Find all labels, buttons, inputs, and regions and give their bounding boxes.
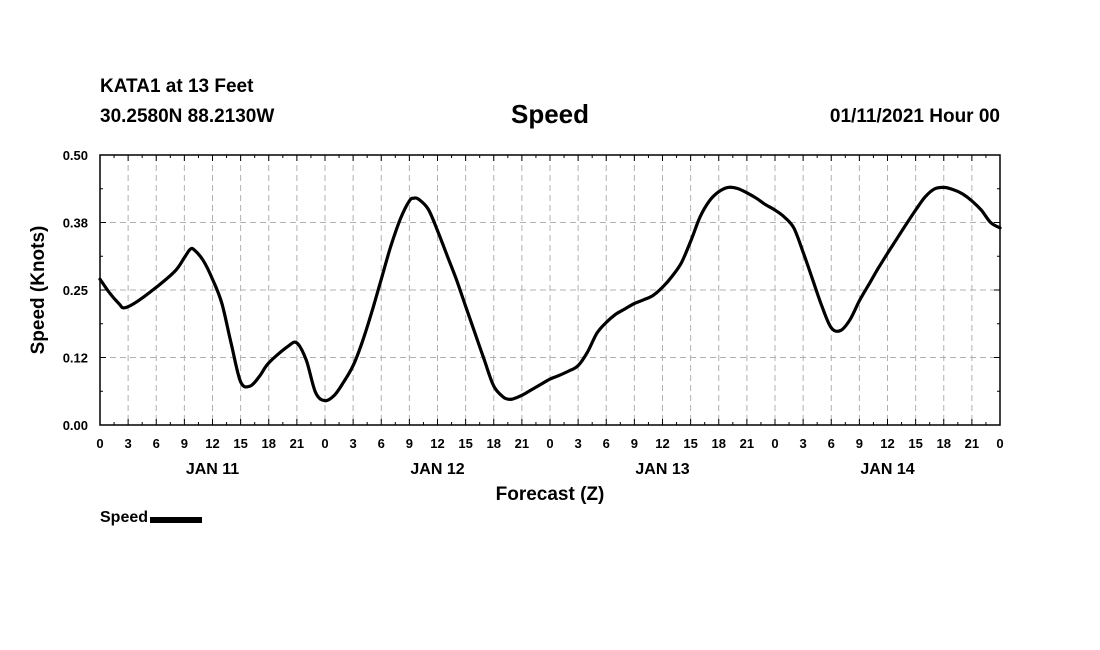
x-tick-label: 0	[546, 436, 553, 451]
x-tick-label: 6	[153, 436, 160, 451]
x-tick-label: 21	[515, 436, 529, 451]
grid-lines	[100, 155, 1000, 425]
axis-ticks	[99, 154, 1001, 426]
x-tick-label: 0	[96, 436, 103, 451]
x-tick-label: 6	[828, 436, 835, 451]
y-tick-labels: 0.00 0.12 0.25 0.38 0.50	[63, 148, 88, 433]
x-tick-label: 6	[378, 436, 385, 451]
y-tick-label: 0.25	[63, 283, 88, 298]
y-tick-label: 0.12	[63, 351, 88, 366]
x-tick-label: 3	[125, 436, 132, 451]
legend-label: Speed	[100, 509, 149, 526]
station-label: KATA1 at 13 Feet	[100, 76, 254, 97]
x-tick-label: 18	[262, 436, 276, 451]
y-tick-label: 0.38	[63, 216, 88, 231]
x-tick-label: 9	[856, 436, 863, 451]
x-tick-label: 15	[908, 436, 922, 451]
legend: Speed	[100, 509, 203, 527]
day-label: JAN 11	[186, 461, 239, 478]
x-tick-label: 12	[205, 436, 219, 451]
y-tick-label: 0.50	[63, 148, 88, 163]
x-tick-label: 15	[233, 436, 247, 451]
x-tick-label: 15	[458, 436, 472, 451]
x-tick-label: 0	[771, 436, 778, 451]
x-tick-label: 3	[350, 436, 357, 451]
legend-swatch	[150, 517, 203, 523]
x-tick-label: 3	[800, 436, 807, 451]
x-tick-label: 6	[603, 436, 610, 451]
x-axis-title: Forecast (Z)	[496, 484, 605, 505]
x-tick-label: 9	[181, 436, 188, 451]
day-label: JAN 13	[635, 461, 689, 478]
y-axis-title: Speed (Knots)	[28, 226, 49, 355]
x-tick-label: 18	[937, 436, 951, 451]
x-tick-label: 18	[487, 436, 501, 451]
x-tick-label: 12	[880, 436, 894, 451]
x-tick-label: 0	[321, 436, 328, 451]
x-tick-label: 9	[406, 436, 413, 451]
speed-series-line	[98, 185, 1002, 403]
x-tick-label: 0	[996, 436, 1003, 451]
x-tick-label: 15	[683, 436, 697, 451]
x-tick-label: 21	[740, 436, 754, 451]
day-label: JAN 14	[860, 461, 914, 478]
x-tick-label: 21	[290, 436, 304, 451]
x-tick-labels: 0 3 6 9 12 15 18 21 0 3 6 9 12 15 18 21 0 3 6 9 12 15 18 21 0 3 6 9…	[96, 436, 1003, 451]
x-tick-label: 12	[430, 436, 444, 451]
x-tick-label: 18	[712, 436, 726, 451]
day-label: JAN 12	[410, 461, 464, 478]
run-time-label: 01/11/2021 Hour 00	[829, 106, 1000, 127]
x-tick-label: 9	[631, 436, 638, 451]
y-tick-label: 0.00	[63, 418, 88, 433]
day-labels: JAN 11 JAN 12 JAN 13 JAN 14	[186, 461, 915, 478]
x-tick-label: 12	[655, 436, 669, 451]
x-tick-label: 21	[965, 436, 979, 451]
coordinates-label: 30.2580N 88.2130W	[100, 106, 275, 127]
x-tick-label: 3	[575, 436, 582, 451]
chart-title: Speed	[510, 99, 590, 129]
